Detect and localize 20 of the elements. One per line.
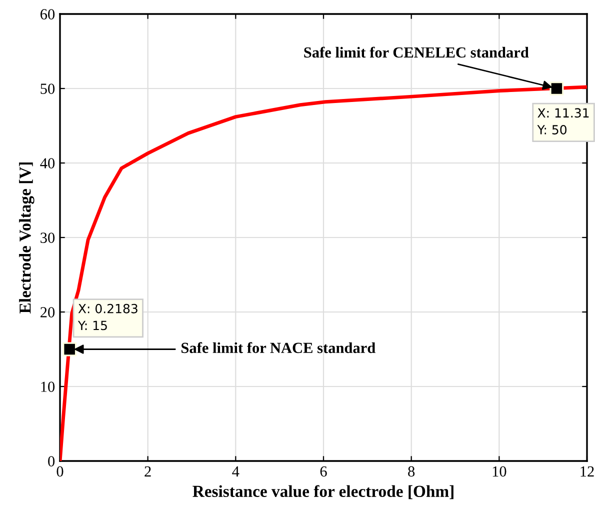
y-tick-label: 40: [40, 158, 55, 168]
x-axis-title: Resistance value for electrode [Ohm]: [192, 485, 454, 500]
y-tick-label: 0: [48, 456, 55, 466]
x-tick-label: 10: [492, 466, 506, 477]
y-tick-label: 10: [41, 382, 55, 392]
x-tick-label: 8: [408, 466, 415, 477]
x-tick-label: 12: [580, 466, 594, 476]
y-tick-label: 50: [40, 84, 55, 94]
x-tick-label: 0: [56, 466, 64, 477]
x-tick-label: 4: [232, 466, 240, 476]
y-tick-label: 20: [40, 307, 55, 318]
annotation: Safe limit for CENELEC standard: [304, 46, 529, 58]
annotation: Safe limit for NACE standard: [182, 342, 376, 354]
y-axis-title: Electrode Voltage [V]: [19, 162, 34, 314]
y-tick-label: 30: [40, 232, 55, 243]
annotation: X: 11.31 Y: 50: [537, 108, 589, 134]
x-tick-label: 2: [144, 466, 151, 476]
annotation: X: 0.2183 Y: 15: [78, 304, 138, 330]
x-tick-label: 6: [320, 466, 327, 477]
y-tick-label: 60: [40, 9, 55, 20]
